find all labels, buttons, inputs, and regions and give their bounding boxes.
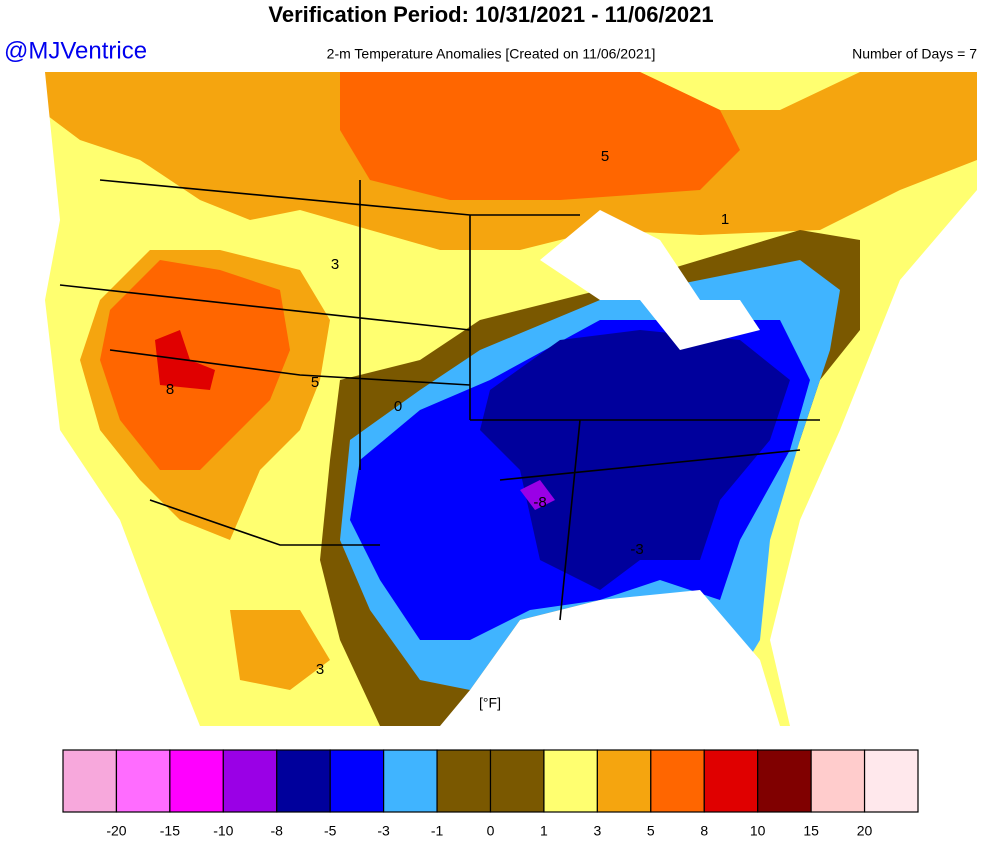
region-navy [480,330,790,590]
days-count: Number of Days = 7 [852,46,977,62]
contour-label: 5 [311,374,319,391]
legend-tick-label: 10 [750,823,766,839]
legend-tick-label: 5 [647,823,655,839]
contour-label: 8 [166,381,174,398]
contour-label: 1 [721,211,729,228]
contour-label: 0 [394,398,402,415]
legend-swatch [489,749,545,813]
region-mexico-warm [230,610,330,690]
legend-swatch [703,749,759,813]
contour-label: 5 [601,148,609,165]
handle: @MJVentrice [4,37,147,64]
unit-label: [°F] [479,695,501,711]
map: [°F] [5,72,977,726]
legend-tick-label: -8 [271,823,284,839]
contour-label: -8 [533,494,546,511]
ocean-west [5,72,200,726]
contour-label: 3 [316,661,324,678]
ocean-east [770,190,977,726]
legend-swatch [757,749,812,813]
gulf [440,590,780,726]
great-lakes [540,210,760,350]
legend-swatch [276,749,331,813]
legend-swatch [383,749,438,813]
legend-swatch [329,749,385,813]
legend-swatch [543,749,598,813]
state-lines [59,179,820,621]
legend-swatch [62,749,118,813]
legend-swatch [810,749,866,813]
contour-label: 3 [331,256,339,273]
contour-label: -3 [630,541,643,558]
legend-tick-label: -20 [106,823,126,839]
legend-swatch [169,749,224,813]
legend-tick-label: 8 [700,823,708,839]
region-purple [520,480,555,510]
legend-swatch [863,749,919,813]
legend-swatch [436,749,492,813]
legend-tick-label: -10 [213,823,233,839]
legend-tick-label: -3 [377,823,390,839]
legend-tick-label: -5 [324,823,337,839]
region-canada-warm [340,72,740,200]
legend-swatch [650,749,705,813]
subtitle: 2-m Temperature Anomalies [Created on 11… [327,46,656,62]
title: Verification Period: 10/31/2021 - 11/06/… [268,2,713,27]
legend-tick-label: 3 [593,823,601,839]
legend-swatch [596,749,652,813]
legend-swatch [222,749,278,813]
legend-tick-label: -1 [431,823,444,839]
legend-tick-label: 0 [487,823,495,839]
legend-tick-label: -15 [160,823,180,839]
legend-tick-label: 15 [803,823,819,839]
legend-tick-label: 20 [857,823,873,839]
legend-swatch [115,749,171,813]
legend-tick-label: 1 [540,823,548,839]
